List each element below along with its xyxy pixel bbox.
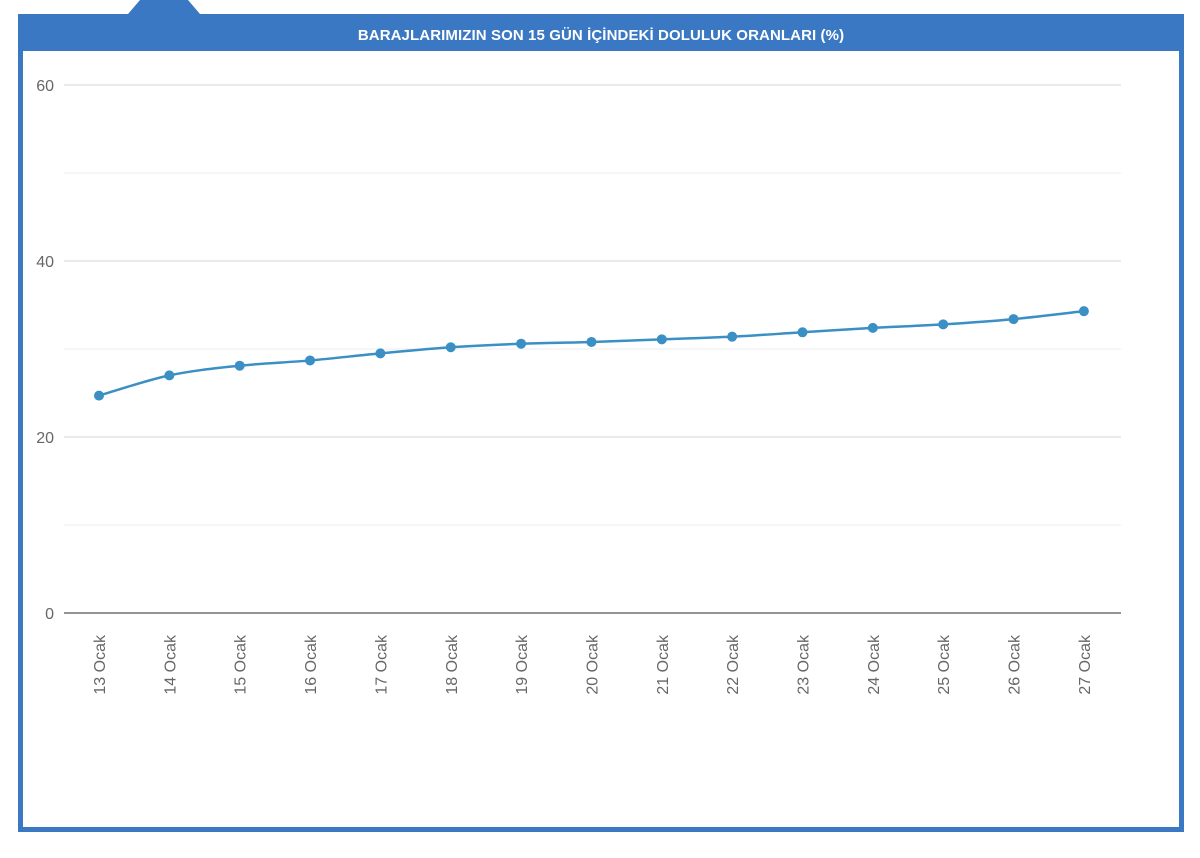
x-tick-label: 17 Ocak <box>373 634 390 695</box>
data-point <box>938 319 949 330</box>
data-point <box>164 370 175 381</box>
x-tick-label: 27 Ocak <box>1077 634 1094 695</box>
y-tick-label: 40 <box>36 254 54 271</box>
x-axis: 13 Ocak 14 Ocak 15 Ocak 16 Ocak 17 Ocak 18 Oc… <box>64 612 1121 695</box>
data-point <box>727 331 738 342</box>
x-tick-label: 25 Ocak <box>936 634 953 695</box>
x-tick-label: 19 Ocak <box>514 634 531 695</box>
x-tick-label: 21 Ocak <box>655 634 672 695</box>
data-point <box>94 390 104 401</box>
data-point <box>586 336 597 347</box>
data-point <box>656 334 667 345</box>
x-tick-label: 26 Ocak <box>1007 634 1024 695</box>
data-point <box>234 360 245 371</box>
x-tick-label: 18 Ocak <box>444 634 461 695</box>
x-tick-label: 24 Ocak <box>866 634 883 695</box>
panel-tab-notch <box>128 0 200 14</box>
y-tick-label: 20 <box>36 430 54 447</box>
grid-lines <box>64 84 1121 526</box>
data-point <box>867 322 878 333</box>
chart-panel: BARAJLARIMIZIN SON 15 GÜN İÇİNDEKİ DOLUL… <box>18 14 1184 832</box>
series-line <box>97 309 1086 397</box>
chart-title: BARAJLARIMIZIN SON 15 GÜN İÇİNDEKİ DOLUL… <box>23 19 1179 51</box>
y-tick-label: 60 <box>36 78 54 95</box>
x-tick-label: 20 Ocak <box>584 634 601 695</box>
data-point <box>1078 306 1089 317</box>
data-point <box>516 338 527 349</box>
data-point <box>305 355 316 366</box>
y-axis: 0 20 40 60 <box>36 78 54 623</box>
data-point <box>1008 314 1019 325</box>
data-point <box>375 348 386 359</box>
x-tick-label: 13 Ocak <box>92 634 109 695</box>
data-point <box>445 342 456 353</box>
x-tick-label: 15 Ocak <box>233 634 250 695</box>
x-tick-label: 22 Ocak <box>725 634 742 695</box>
x-tick-label: 16 Ocak <box>303 634 320 695</box>
x-tick-label: 23 Ocak <box>796 634 813 695</box>
y-tick-label: 0 <box>45 606 54 623</box>
data-point <box>797 327 808 338</box>
x-tick-label: 14 Ocak <box>162 634 179 695</box>
series-doluluk <box>94 306 1089 401</box>
